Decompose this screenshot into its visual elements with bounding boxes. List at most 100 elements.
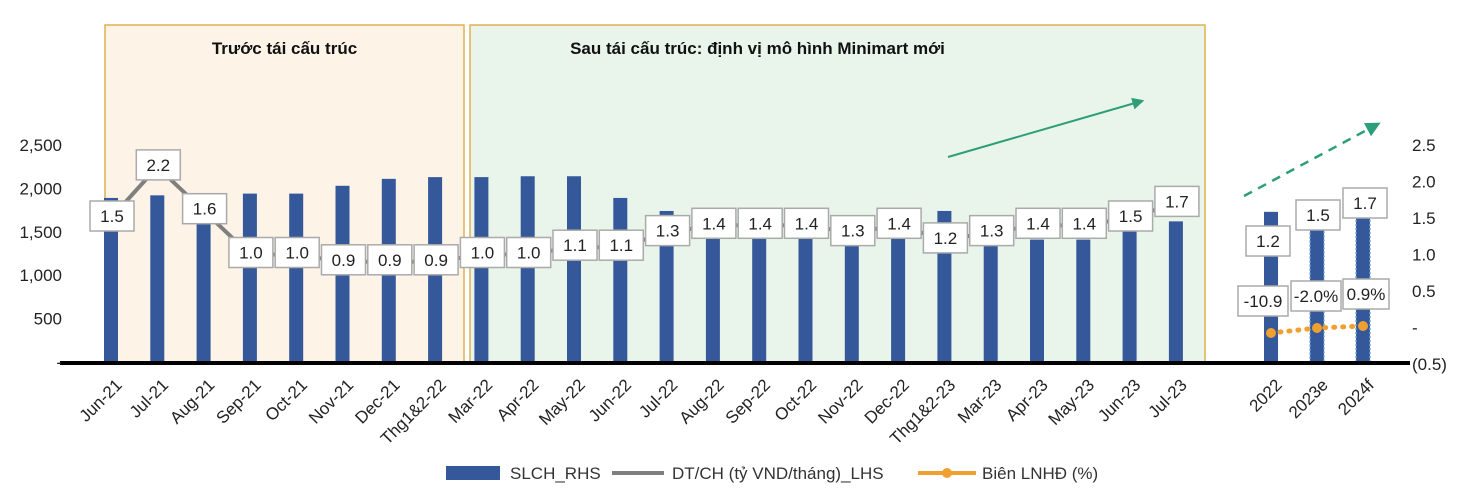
margin-annual-label-box	[1290, 280, 1342, 312]
x-tick-label: Jun-22	[585, 375, 635, 425]
bar	[752, 238, 767, 362]
bar	[983, 241, 998, 362]
x-tick-label: 2023e	[1285, 375, 1332, 422]
dtch-annual-label-box	[1342, 187, 1388, 219]
labels-layer: 1.5 2.2 1.6 1.0 1.0 0.9 0.9 0.9 1.0 1.0 1.1 1.1 1.3 1…	[89, 149, 1390, 317]
x-tick-label: Jul-21	[126, 375, 172, 421]
x-tick-label: Apr-22	[493, 375, 543, 425]
dtch-data-label-box	[968, 214, 1015, 247]
dtch-data-label-box	[598, 229, 645, 261]
bar	[1076, 239, 1091, 362]
margin-annual-label: -2.0%	[1294, 287, 1338, 306]
dtch-data-label: 0.9	[424, 251, 448, 270]
x-tick-label: Nov-22	[814, 375, 866, 427]
legend-label-slch: SLCH_RHS	[510, 464, 601, 483]
dtch-data-label-box	[274, 236, 320, 269]
x-tick-label: Aug-22	[676, 375, 728, 427]
dtch-annual-label-box	[1245, 225, 1291, 257]
legend-swatch-slch	[446, 466, 500, 480]
dtch-data-label: 1.0	[517, 244, 541, 263]
bar	[474, 177, 489, 362]
x-tick-label: May-23	[1045, 375, 1099, 429]
margin-point	[1312, 323, 1322, 333]
dtch-annual-label: 1.5	[1306, 206, 1330, 225]
x-tick-label: May-22	[535, 375, 589, 429]
dtch-data-label: 1.0	[471, 244, 495, 263]
legend-label-dtch: DT/CH (tỷ VND/tháng)_LHS	[672, 464, 884, 483]
bar	[659, 210, 674, 362]
dtch-data-label-box	[413, 244, 459, 276]
dtch-data-label-box	[691, 207, 737, 240]
bar	[1168, 221, 1183, 362]
x-tick-label: Apr-23	[1002, 375, 1052, 425]
dtch-data-label-box	[89, 200, 135, 232]
bar	[1122, 230, 1137, 362]
dtch-data-label: 0.9	[378, 251, 402, 270]
region-title: Trước tái cấu trúc	[212, 39, 357, 58]
bar	[567, 176, 581, 362]
y-right-tick-label: 0.5	[1412, 282, 1436, 301]
dtch-data-label: 1.3	[656, 222, 680, 241]
dtch-data-label: 1.4	[795, 214, 819, 233]
margin-point	[1358, 321, 1368, 331]
region-box	[104, 24, 465, 363]
region-title: Sau tái cấu trúc: định vị mô hình Minima…	[570, 39, 945, 58]
forecast-trend-arrow	[1243, 122, 1381, 198]
dtch-data-label-box	[135, 149, 182, 181]
dtch-annual-label: 1.2	[1256, 232, 1280, 251]
dtch-data-label: 0.9	[332, 251, 356, 270]
dtch-data-label-box	[320, 244, 367, 276]
x-tick-label: Mar-22	[445, 375, 497, 427]
dtch-data-label: 1.4	[887, 214, 911, 233]
margin-point	[1266, 328, 1276, 338]
dtch-data-label-box	[505, 236, 552, 269]
bar	[891, 230, 906, 362]
x-tick-label: Sep-22	[722, 375, 774, 427]
dtch-data-label: 1.0	[239, 244, 263, 263]
dtch-data-label: 1.5	[1119, 207, 1143, 226]
dtch-data-label-box	[1061, 207, 1108, 240]
dtch-data-label-box	[876, 207, 922, 240]
dtch-data-label-box	[228, 236, 274, 269]
dtch-data-label-box	[1107, 200, 1154, 232]
bar	[196, 218, 211, 362]
dtch-data-label: 1.1	[609, 236, 633, 255]
bar	[520, 176, 535, 362]
bar	[1030, 239, 1044, 362]
dtch-annual-label-box	[1295, 199, 1341, 231]
y-left-tick-label: 1,000	[19, 266, 62, 285]
dtch-data-label-box	[644, 214, 691, 247]
x-tick-label: 2024f	[1334, 375, 1378, 419]
bar	[798, 238, 813, 362]
bars-layer	[104, 176, 1371, 363]
dtch-data-label-box	[181, 192, 228, 225]
dtch-data-label: 1.5	[100, 207, 124, 226]
x-tick-label: Mar-23	[954, 375, 1006, 427]
y-left-tick-label: 1,500	[19, 223, 62, 242]
y-left-tick-label: 500	[34, 310, 62, 329]
arrows-layer	[947, 97, 1381, 198]
dtch-data-label: 2.2	[146, 156, 170, 175]
x-tick-label: Jul-22	[635, 375, 681, 421]
y-right-tick-label: 1.5	[1412, 209, 1436, 228]
x-tick-label: Jul-23	[1145, 375, 1191, 421]
margin-annual-label-box	[1237, 285, 1289, 317]
dtch-data-label-box	[1154, 185, 1200, 218]
x-tick-label: Oct-22	[771, 375, 821, 425]
dtch-data-label: 1.7	[1165, 192, 1189, 211]
y-right-tick-label: 2.0	[1412, 173, 1436, 192]
bar	[844, 241, 859, 362]
dtch-data-label-box	[459, 236, 506, 269]
y-right-tick-label: -	[1412, 319, 1418, 338]
bar	[705, 238, 720, 362]
bar	[104, 197, 118, 362]
margin-annual-label-box	[1342, 278, 1390, 310]
legend-label-margin: Biên LNHĐ (%)	[982, 464, 1098, 483]
dtch-data-label: 1.6	[193, 200, 217, 219]
x-tick-label: 2022	[1246, 375, 1286, 415]
margin-annual-label: -10.9	[1244, 292, 1283, 311]
dtch-data-label: 1.4	[1072, 214, 1096, 233]
bar	[289, 193, 304, 362]
bar	[242, 193, 257, 362]
